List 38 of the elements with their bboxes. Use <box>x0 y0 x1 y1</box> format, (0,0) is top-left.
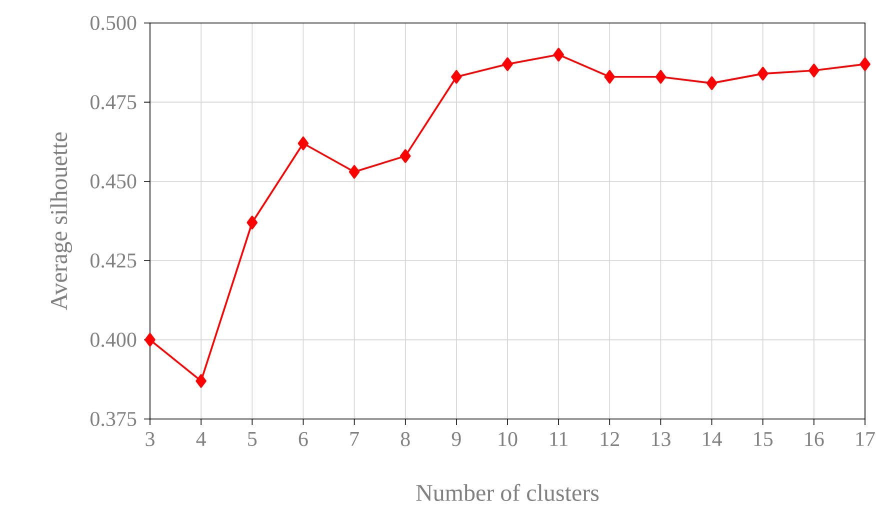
y-tick-label: 0.400 <box>90 332 136 347</box>
point <box>757 66 768 81</box>
point <box>604 70 616 84</box>
point <box>451 70 462 84</box>
point <box>196 374 206 388</box>
point <box>298 136 309 150</box>
point <box>706 76 718 90</box>
x-tick-label: 8 <box>400 432 410 446</box>
x-axis-title: Number of clusters <box>416 484 599 502</box>
x-tick-label: 13 <box>652 432 670 446</box>
y-tick-label: 0.450 <box>90 174 136 189</box>
x-tick-label: 6 <box>298 432 308 446</box>
x-tick-label: 9 <box>452 432 461 446</box>
point <box>655 70 666 84</box>
x-tick-label: 5 <box>248 432 257 446</box>
point <box>860 57 870 72</box>
x-tick-label: 14 <box>703 432 722 446</box>
point <box>502 57 513 72</box>
x-tick-label: 4 <box>196 432 206 446</box>
x-tick-label: 10 <box>498 432 518 446</box>
point <box>144 332 156 347</box>
y-tick-label: 0.500 <box>90 16 136 30</box>
x-tick-label: 15 <box>754 432 773 446</box>
y-tick-label: 0.425 <box>90 253 136 268</box>
point <box>400 149 411 163</box>
point <box>553 48 564 62</box>
point <box>246 216 258 230</box>
x-tick-label: 7 <box>350 432 359 446</box>
x-tick-label: 12 <box>600 432 619 446</box>
x-tick-label: 3 <box>146 432 154 446</box>
y-axis-title: Average silhouette <box>50 132 72 310</box>
x-tick-label: 11 <box>550 432 568 446</box>
x-tick-label: 16 <box>805 432 824 446</box>
y-tick-label: 0.375 <box>90 412 136 426</box>
x-tick-label: 17 <box>856 432 875 446</box>
y-tick-label: 0.475 <box>90 95 136 110</box>
point <box>808 64 820 78</box>
point <box>348 164 360 179</box>
